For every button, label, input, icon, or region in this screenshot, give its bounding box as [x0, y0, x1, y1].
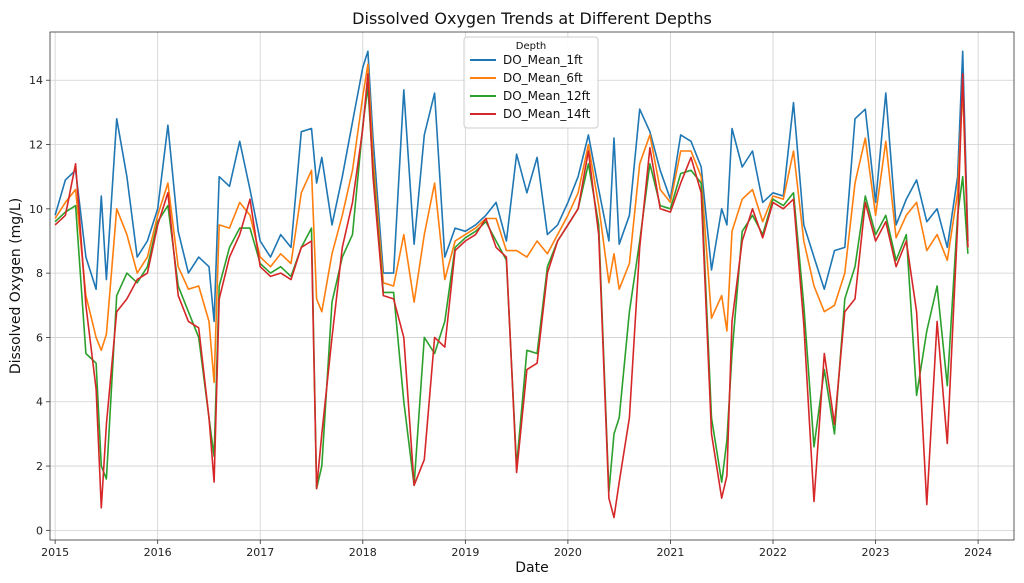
x-tick-label: 2020	[554, 546, 582, 559]
x-tick-label: 2021	[656, 546, 684, 559]
legend-box	[463, 36, 599, 129]
y-tick-label: 4	[36, 396, 43, 409]
x-tick-label: 2023	[862, 546, 890, 559]
y-axis-title: Dissolved Oxygen (mg/L)	[8, 198, 24, 374]
x-axis-title: Date	[515, 560, 548, 576]
x-tick-label: 2016	[144, 546, 172, 559]
y-tick-label: 10	[29, 203, 43, 216]
series-line-do-mean-14ft	[54, 73, 969, 519]
legend-label: DO_Mean_14ft	[503, 107, 591, 121]
legend-label: DO_Mean_6ft	[503, 71, 583, 85]
legend-label: DO_Mean_12ft	[503, 89, 591, 103]
y-tick-label: 12	[29, 139, 43, 152]
series-layer	[54, 50, 969, 519]
y-tick-label: 14	[29, 74, 43, 87]
x-tick-label: 2017	[246, 546, 274, 559]
grid-layer	[50, 32, 1014, 540]
y-tick-label: 2	[36, 460, 43, 473]
x-tick-label: 2022	[759, 546, 787, 559]
series-line-do-mean-6ft	[54, 63, 969, 384]
x-tick-label: 2019	[451, 546, 479, 559]
legend-title: Depth	[516, 41, 546, 52]
legend-label: DO_Mean_1ft	[503, 53, 583, 67]
y-tick-label: 0	[36, 524, 43, 537]
x-tick-label: 2018	[349, 546, 377, 559]
x-axis-ticks: 2015 2016 2017 2018 2019 2020 2021 2022 2023 2024	[41, 540, 992, 559]
chart-title: Dissolved Oxygen Trends at Different Dep…	[352, 9, 712, 28]
y-tick-label: 8	[36, 267, 43, 280]
plot-frame	[49, 31, 1015, 541]
y-tick-label: 6	[36, 331, 43, 344]
series-line-do-mean-1ft	[54, 50, 969, 323]
x-tick-label: 2024	[964, 546, 992, 559]
legend: Depth DO_Mean_1ft DO_Mean_6ft DO_Mean_12ft…	[463, 36, 599, 129]
y-axis-ticks: 0 2 4 6 8 10 12 14	[29, 74, 50, 537]
x-tick-label: 2015	[41, 546, 69, 559]
legend-entries: DO_Mean_1ft DO_Mean_6ft DO_Mean_12ft DO_Mea…	[470, 53, 591, 121]
